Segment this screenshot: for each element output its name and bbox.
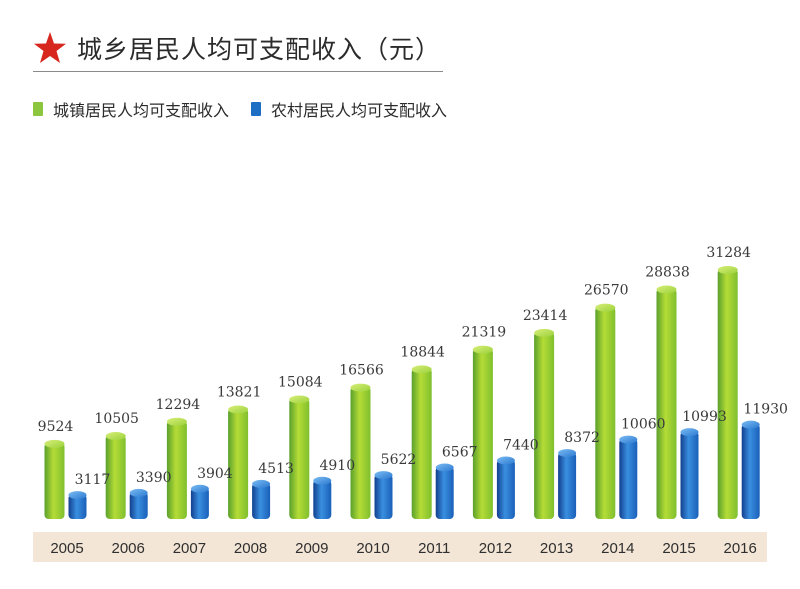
bar-rural: [619, 435, 638, 519]
data-label-rural: 10060: [621, 417, 666, 433]
x-tick-label: 2005: [50, 540, 83, 557]
data-label-rural: 7440: [503, 438, 539, 454]
bar-urban: [411, 365, 432, 519]
bar-rural: [129, 488, 148, 519]
data-label-urban: 21319: [462, 325, 507, 341]
legend-label-rural: 农村居民人均可支配收入: [271, 101, 448, 120]
bar-rural: [68, 491, 87, 519]
data-label-urban: 15084: [278, 374, 323, 390]
bar-rural: [741, 420, 760, 519]
data-label-rural: 8372: [564, 430, 600, 446]
bar-rural: [374, 471, 393, 519]
data-label-rural: 4910: [319, 458, 355, 474]
bar-rural: [558, 449, 577, 519]
bar-urban: [595, 303, 616, 519]
bar-urban: [717, 266, 738, 519]
bar-rural: [190, 484, 209, 519]
bar-rural: [313, 476, 332, 519]
star-icon: [34, 32, 66, 63]
data-label-urban: 13821: [217, 385, 262, 401]
bar-rural: [496, 456, 515, 519]
legend-label-urban: 城镇居民人均可支配收入: [53, 101, 230, 120]
x-tick-label: 2006: [112, 540, 145, 557]
chart-title-row: 城乡居民人均可支配收入（元）: [33, 30, 441, 66]
bar-urban: [350, 383, 371, 519]
bar-urban: [228, 405, 249, 519]
bar-urban: [44, 439, 65, 519]
bar-rural: [435, 463, 454, 519]
chart-legend: 城镇居民人均可支配收入 农村居民人均可支配收入: [33, 97, 469, 121]
data-label-rural: 10993: [682, 409, 727, 425]
legend-swatch-urban: [33, 102, 43, 116]
data-label-urban: 10505: [94, 411, 139, 427]
data-label-urban: 16566: [339, 363, 384, 379]
data-label-urban: 28838: [645, 265, 690, 281]
data-label-urban: 23414: [523, 308, 568, 324]
bar-urban: [289, 395, 310, 519]
bar-urban: [656, 285, 677, 519]
x-tick-label: 2011: [418, 540, 450, 557]
x-tick-label: 2009: [295, 540, 328, 557]
data-label-rural: 3117: [75, 472, 111, 488]
chart-title: 城乡居民人均可支配收入（元）: [77, 35, 442, 64]
data-label-urban: 26570: [584, 283, 629, 299]
legend-item-rural: 农村居民人均可支配收入: [251, 97, 447, 121]
x-tick-label: 2008: [234, 540, 267, 557]
data-label-rural: 4513: [258, 461, 294, 477]
data-label-urban: 9524: [38, 419, 74, 435]
data-label-rural: 5622: [381, 452, 417, 468]
x-tick-label: 2007: [173, 540, 206, 557]
x-tick-label: 2010: [356, 540, 389, 557]
x-axis-band: [33, 532, 767, 562]
data-label-rural: 3904: [197, 466, 233, 482]
data-label-urban: 31284: [706, 245, 751, 261]
x-tick-label: 2012: [479, 540, 512, 557]
bar-urban: [166, 417, 187, 519]
x-tick-label: 2013: [540, 540, 573, 557]
legend-swatch-rural: [251, 102, 262, 116]
title-divider: [33, 71, 443, 72]
bar-rural: [680, 428, 699, 519]
x-tick-label: 2014: [601, 540, 634, 557]
data-label-rural: 6567: [442, 445, 478, 461]
data-label-rural: 11930: [743, 402, 788, 418]
data-label-rural: 3390: [136, 470, 172, 486]
x-tick-label: 2016: [724, 540, 757, 557]
bar-urban: [534, 328, 555, 519]
x-tick-label: 2015: [662, 540, 695, 557]
data-label-urban: 18844: [400, 344, 445, 360]
bar-urban: [472, 345, 493, 519]
bar-rural: [252, 479, 271, 519]
bar-urban: [105, 432, 126, 519]
legend-item-urban: 城镇居民人均可支配收入: [33, 97, 229, 121]
data-label-urban: 12294: [156, 397, 201, 413]
